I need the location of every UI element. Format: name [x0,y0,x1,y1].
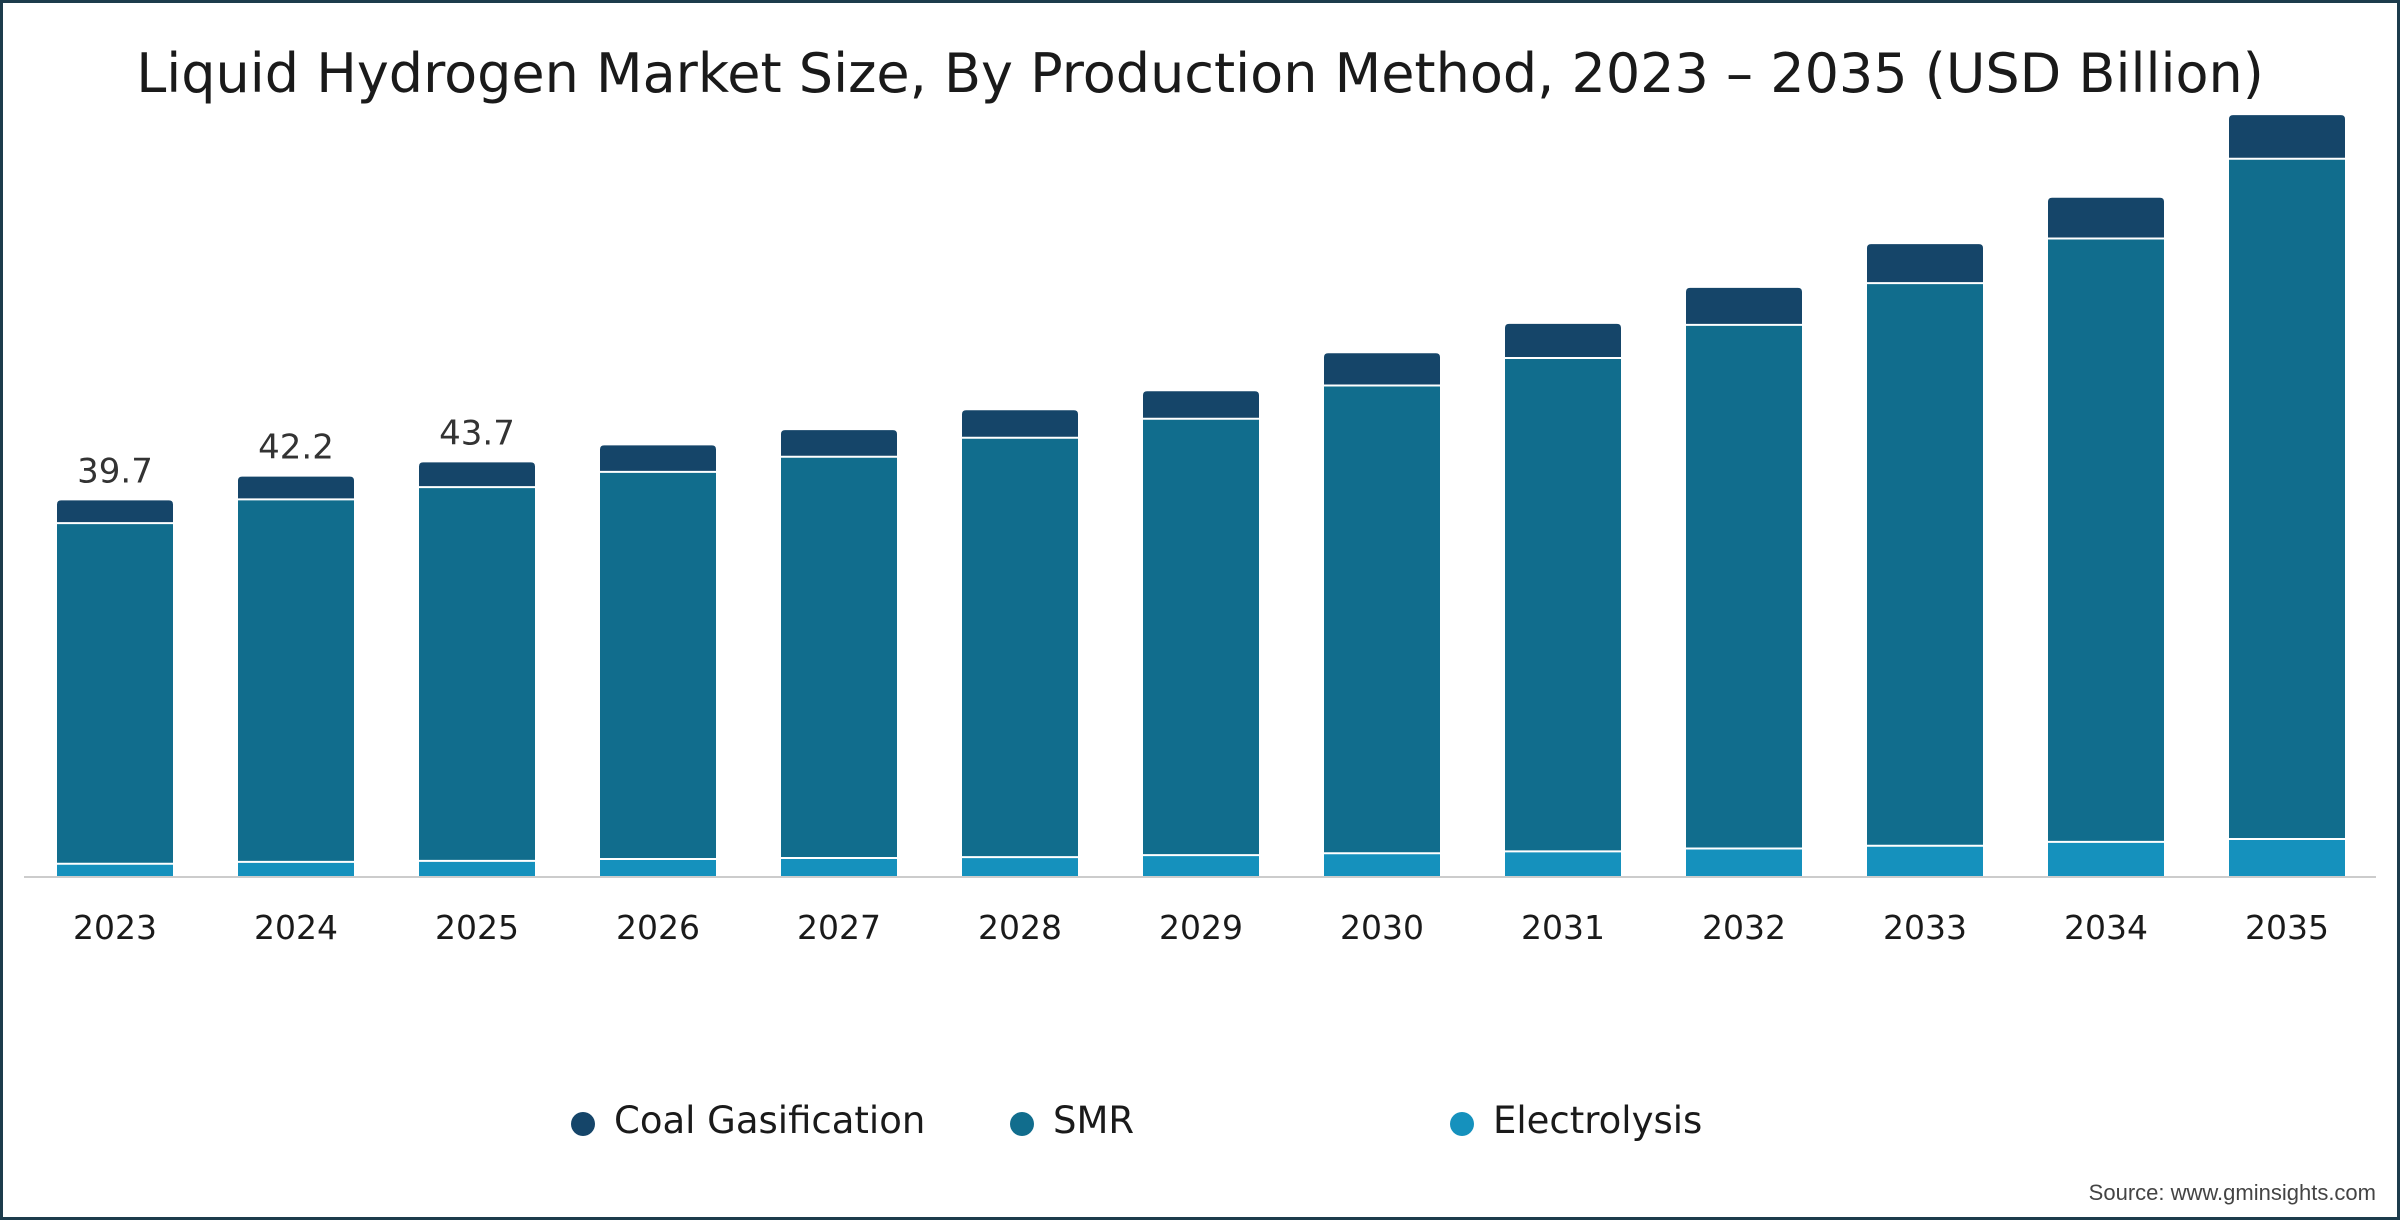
bar-electrolysis-2029 [1143,855,1259,877]
bar-electrolysis-2034 [2048,841,2164,877]
bar-electrolysis-2024 [238,861,354,877]
bar-electrolysis-2023 [57,863,173,877]
bar-coal-gasification-2035 [2229,115,2345,159]
bar-coal-gasification-2026 [600,445,716,472]
x-tick-2027: 2027 [797,908,881,947]
x-tick-2025: 2025 [435,908,519,947]
x-tick-2032: 2032 [1702,908,1786,947]
bar-electrolysis-2031 [1505,851,1621,877]
bar-coal-gasification-2024 [238,476,354,500]
data-labels: 39.7 42.2 43.7 [77,413,515,491]
data-label-2024: 42.2 [258,428,334,468]
bar-smr-2024 [238,499,354,862]
x-tick-2028: 2028 [978,908,1062,947]
bar-smr-2032 [1686,324,1802,849]
bar-smr-2031 [1505,358,1621,852]
bar-smr-2034 [2048,238,2164,842]
x-tick-2023: 2023 [73,908,157,947]
data-label-2025: 43.7 [439,413,515,453]
bar-coal-gasification-2025 [419,462,535,488]
source-note: Source: www.gminsights.com [2089,1180,2376,1205]
bar-smr-2030 [1324,385,1440,854]
x-tick-2034: 2034 [2064,908,2148,947]
bar-electrolysis-2027 [781,858,897,877]
x-tick-2026: 2026 [616,908,700,947]
bar-coal-gasification-2027 [781,430,897,457]
bar-electrolysis-2028 [962,857,1078,877]
bar-coal-gasification-2033 [1867,244,1983,284]
bar-electrolysis-2032 [1686,848,1802,877]
bar-electrolysis-2033 [1867,845,1983,877]
legend-marker-electrolysis [1450,1112,1474,1136]
data-label-2023: 39.7 [77,451,153,491]
bar-coal-gasification-2030 [1324,353,1440,386]
chart-title: Liquid Hydrogen Market Size, By Producti… [136,42,2264,105]
bar-electrolysis-2030 [1324,853,1440,877]
bar-smr-2028 [962,437,1078,858]
bar-coal-gasification-2032 [1686,287,1802,325]
bars-group [57,115,2345,877]
legend: Coal Gasification SMR Electrolysis [571,1099,1702,1142]
legend-label-electrolysis: Electrolysis [1493,1099,1702,1142]
legend-label-coal-gasification: Coal Gasification [614,1099,925,1142]
x-tick-2029: 2029 [1159,908,1243,947]
x-tick-labels: 2023 2024 2025 2026 2027 2028 2029 2030 2031 2032… [73,908,2329,947]
x-tick-2031: 2031 [1521,908,1605,947]
bar-smr-2035 [2229,158,2345,840]
bar-electrolysis-2025 [419,860,535,877]
bar-smr-2023 [57,523,173,864]
bar-smr-2026 [600,471,716,859]
bar-coal-gasification-2034 [2048,197,2164,239]
legend-marker-coal-gasification [571,1112,595,1136]
bar-electrolysis-2035 [2229,839,2345,877]
legend-marker-smr [1010,1112,1034,1136]
x-tick-2035: 2035 [2245,908,2329,947]
legend-label-smr: SMR [1053,1099,1134,1142]
bar-coal-gasification-2031 [1505,323,1621,359]
bar-smr-2033 [1867,283,1983,846]
bar-coal-gasification-2028 [962,410,1078,438]
bar-coal-gasification-2029 [1143,391,1259,419]
bar-coal-gasification-2023 [57,500,173,524]
bar-smr-2027 [781,456,897,859]
bar-electrolysis-2026 [600,858,716,877]
x-tick-2030: 2030 [1340,908,1424,947]
bar-smr-2025 [419,487,535,861]
x-tick-2033: 2033 [1883,908,1967,947]
bar-smr-2029 [1143,418,1259,856]
x-tick-2024: 2024 [254,908,338,947]
